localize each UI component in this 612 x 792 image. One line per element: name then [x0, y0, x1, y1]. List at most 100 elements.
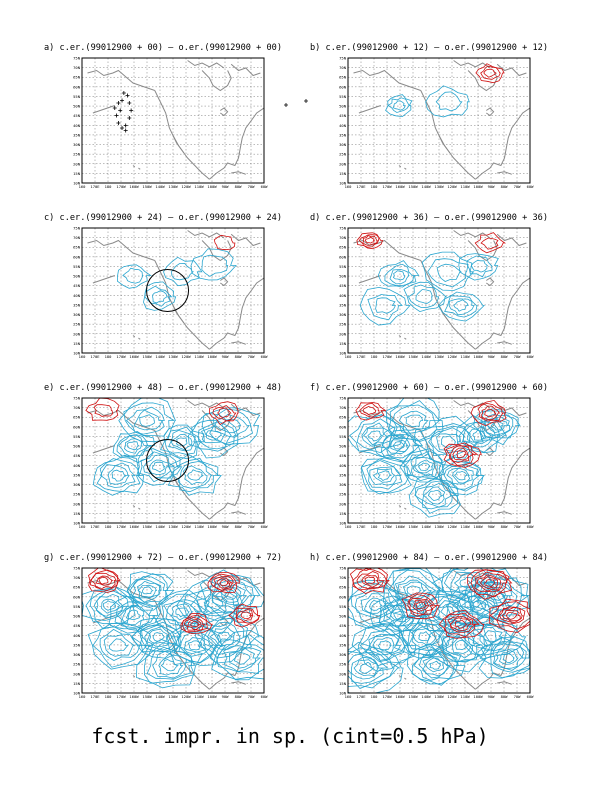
lon-tick-label: 110W: [460, 524, 470, 529]
lon-tick-label: 130W: [434, 524, 444, 529]
coastline: [398, 675, 402, 678]
lat-tick-label: 45N: [339, 113, 347, 118]
coastline: [87, 239, 155, 261]
positive-contour: [98, 576, 109, 585]
negative-contour: [440, 460, 484, 492]
negative-contour: [146, 646, 193, 680]
coastline: [132, 165, 136, 168]
lon-tick-label: 110W: [460, 354, 470, 359]
lat-tick-label: 40N: [73, 293, 81, 298]
lat-tick-label: 65N: [73, 415, 81, 420]
coastline: [453, 230, 491, 239]
negative-contour: [96, 458, 141, 493]
panel-title: b) c.er.(99012900 + 12) – o.er.(99012900…: [310, 43, 548, 53]
lat-tick-label: 60N: [339, 254, 347, 259]
lon-tick-label: 130W: [434, 694, 444, 699]
negative-contour: [454, 470, 468, 481]
lat-tick-label: 25N: [73, 662, 81, 667]
lon-tick-label: 180: [371, 694, 379, 699]
negative-contour: [183, 582, 240, 628]
map-area: [82, 568, 264, 693]
negative-contour: [479, 408, 521, 439]
lon-tick-label: 160W: [395, 354, 405, 359]
positive-contour: [496, 606, 526, 625]
positive-contour: [213, 575, 234, 591]
lat-tick-label: 10N: [339, 691, 347, 696]
lon-tick-label: 160: [79, 354, 87, 359]
lon-tick-label: 130W: [434, 354, 444, 359]
negative-contour: [174, 626, 223, 664]
observation-marker: [116, 101, 121, 105]
lat-tick-label: 55N: [339, 434, 347, 439]
positive-contour: [447, 616, 477, 633]
negative-contour: [441, 568, 496, 603]
positive-contour: [90, 572, 117, 590]
negative-contour: [348, 641, 404, 693]
negative-contour: [398, 410, 429, 431]
lon-tick-label: 140W: [421, 694, 431, 699]
coastline: [358, 275, 381, 284]
negative-contour: [197, 421, 232, 450]
highlight-circle: [146, 269, 190, 312]
lat-tick-label: 30N: [339, 652, 347, 657]
negative-contour: [197, 614, 252, 659]
negative-contour: [116, 434, 152, 458]
lat-tick-label: 10N: [339, 351, 347, 356]
negative-contour: [415, 289, 433, 305]
observation-marker: [121, 91, 126, 95]
negative-contour: [163, 256, 203, 287]
panel-title: e) c.er.(99012900 + 48) – o.er.(99012900…: [44, 383, 282, 393]
negative-contour: [406, 585, 422, 596]
positive-contour: [477, 402, 504, 422]
lon-tick-label: 170W: [116, 524, 126, 529]
map-area: [348, 228, 530, 353]
negative-contour: [87, 622, 154, 670]
coastline: [230, 63, 261, 77]
lon-tick-label: 140W: [421, 354, 431, 359]
coastline: [230, 573, 261, 587]
negative-contour: [357, 623, 412, 667]
lat-tick-label: 40N: [339, 123, 347, 128]
positive-contour: [364, 576, 376, 585]
lat-tick-label: 55N: [339, 94, 347, 99]
map-frame: [81, 57, 265, 184]
negative-contour: [173, 631, 219, 663]
coastline: [497, 511, 512, 515]
negative-contour: [177, 460, 213, 489]
lat-tick-label: 65N: [73, 585, 81, 590]
lon-tick-label: 180: [371, 354, 379, 359]
negative-contour: [414, 480, 457, 510]
lon-tick-label: 160: [79, 524, 87, 529]
negative-contour: [176, 579, 244, 635]
map-area: [82, 398, 264, 523]
coastline: [220, 107, 229, 117]
lat-tick-label: 40N: [73, 123, 81, 128]
coastline: [201, 410, 232, 432]
negative-contour: [430, 621, 488, 663]
coastline: [475, 447, 530, 520]
lon-tick-label: 140W: [421, 184, 431, 189]
lat-tick-label: 35N: [339, 132, 347, 137]
negative-contour: [377, 470, 392, 481]
lat-tick-label: 35N: [73, 302, 81, 307]
positive-contour: [488, 598, 530, 633]
negative-contour: [152, 461, 166, 473]
lon-tick-label: 90W: [488, 354, 496, 359]
lon-tick-label: 100W: [473, 354, 483, 359]
lat-tick-label: 45N: [339, 623, 347, 628]
lat-tick-label: 60N: [73, 424, 81, 429]
negative-contour: [483, 416, 511, 436]
negative-contour: [125, 609, 141, 621]
lon-tick-label: 100W: [207, 694, 217, 699]
positive-contour: [190, 621, 200, 628]
lon-tick-label: 100W: [207, 184, 217, 189]
negative-contour: [144, 285, 173, 307]
lat-tick-label: 60N: [73, 594, 81, 599]
negative-contour: [392, 270, 406, 281]
lon-tick-label: 150W: [142, 694, 152, 699]
lon-tick-label: 170W: [382, 524, 392, 529]
negative-contour: [350, 656, 384, 680]
lat-tick-label: 60N: [339, 84, 347, 89]
positive-contour: [476, 574, 502, 592]
